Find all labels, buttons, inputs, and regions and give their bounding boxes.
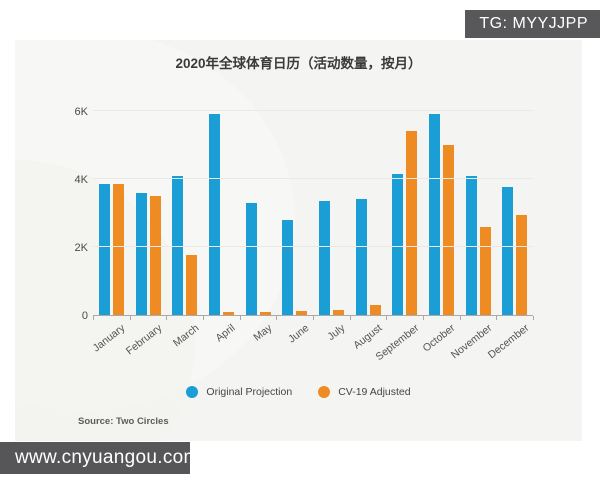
x-axis-labels: January February March April May June July Augu…	[90, 322, 533, 382]
bar-adjusted-august	[369, 305, 381, 315]
x-tick-mark	[166, 316, 168, 320]
x-tick-label-august: August	[351, 322, 385, 352]
telegram-watermark-badge: TG: MYYJJPP	[465, 10, 600, 38]
legend-dot-icon	[318, 386, 331, 398]
bar-group-february	[130, 111, 167, 315]
bar-original-december	[502, 187, 514, 315]
gridline	[93, 110, 533, 111]
x-tick-mark	[93, 316, 94, 320]
bar-group-october	[423, 111, 460, 315]
bar-group-april	[203, 111, 240, 315]
bar-group-july	[313, 111, 350, 315]
bar-adjusted-october	[442, 145, 454, 315]
bar-original-june	[282, 220, 294, 315]
x-tick-mark	[533, 316, 534, 320]
bar-original-september	[392, 174, 404, 315]
legend-label: Original Projection	[206, 386, 293, 398]
bar-adjusted-february	[149, 196, 161, 315]
bar-original-august	[355, 199, 367, 315]
x-tick-label-july: July	[325, 322, 348, 343]
x-tick-label-june: June	[285, 322, 312, 346]
bar-groups	[93, 111, 533, 315]
chart-legend: Original Projection CV-19 Adjusted	[15, 386, 582, 398]
source-note: Source: Two Circles	[78, 416, 169, 427]
bar-adjusted-june	[296, 311, 308, 315]
bar-adjusted-april	[222, 312, 234, 315]
bar-group-june	[276, 111, 313, 315]
bar-group-march	[166, 111, 203, 315]
bar-original-january	[98, 184, 110, 315]
chart-panel: 2020年全球体育日历（活动数量，按月） 0 2K 4K 6K January Febr…	[15, 40, 582, 441]
x-tick-mark	[386, 316, 388, 320]
bar-original-february	[135, 193, 147, 315]
bar-adjusted-september	[406, 131, 418, 315]
legend-item: CV-19 Adjusted	[318, 386, 411, 398]
gridline	[93, 178, 533, 179]
y-tick-label: 6K	[74, 106, 88, 118]
y-axis-labels: 0 2K 4K 6K	[15, 106, 88, 322]
x-tick-label-november: November	[448, 322, 495, 362]
website-watermark-badge: www.cnyuangou.com	[0, 442, 199, 474]
bar-adjusted-january	[112, 184, 124, 315]
bar-adjusted-july	[332, 310, 344, 315]
x-tick-mark	[423, 316, 424, 320]
bar-original-may	[245, 203, 257, 315]
gridline	[93, 246, 533, 247]
legend-label: CV-19 Adjusted	[338, 386, 411, 398]
plot-area	[93, 110, 533, 315]
bar-group-september	[386, 111, 423, 315]
x-tick-label-february: February	[123, 322, 165, 358]
x-tick-mark	[496, 316, 498, 320]
bar-adjusted-may	[259, 312, 271, 315]
chart-title: 2020年全球体育日历（活动数量，按月）	[175, 56, 422, 71]
x-tick-mark	[239, 316, 241, 320]
bar-adjusted-march	[186, 255, 198, 315]
bar-group-january	[93, 111, 130, 315]
x-tick-mark	[349, 316, 351, 320]
x-tick-label-april: April	[213, 322, 238, 345]
x-tick-label-march: March	[170, 322, 202, 350]
bar-original-november	[465, 176, 477, 315]
bar-group-august	[350, 111, 387, 315]
y-tick-label: 0	[81, 310, 88, 322]
bar-group-may	[240, 111, 277, 315]
x-tick-label-january: January	[90, 322, 128, 355]
bar-group-december	[496, 111, 533, 315]
x-tick-mark	[459, 316, 461, 320]
x-tick-mark	[276, 316, 278, 320]
legend-dot-icon	[186, 386, 199, 398]
x-tick-mark	[203, 316, 204, 320]
bar-group-november	[460, 111, 497, 315]
x-axis-line	[93, 315, 534, 320]
bar-adjusted-december	[516, 215, 528, 315]
bar-adjusted-november	[479, 227, 491, 315]
bar-original-july	[318, 201, 330, 315]
x-tick-mark	[313, 316, 314, 320]
bar-original-april	[208, 114, 220, 315]
x-tick-mark	[129, 316, 131, 320]
y-tick-label: 4K	[74, 174, 88, 186]
bar-original-march	[172, 176, 184, 315]
legend-item: Original Projection	[186, 386, 292, 398]
bar-original-october	[428, 114, 440, 315]
y-tick-label: 2K	[74, 242, 88, 254]
x-tick-label-may: May	[251, 322, 275, 344]
